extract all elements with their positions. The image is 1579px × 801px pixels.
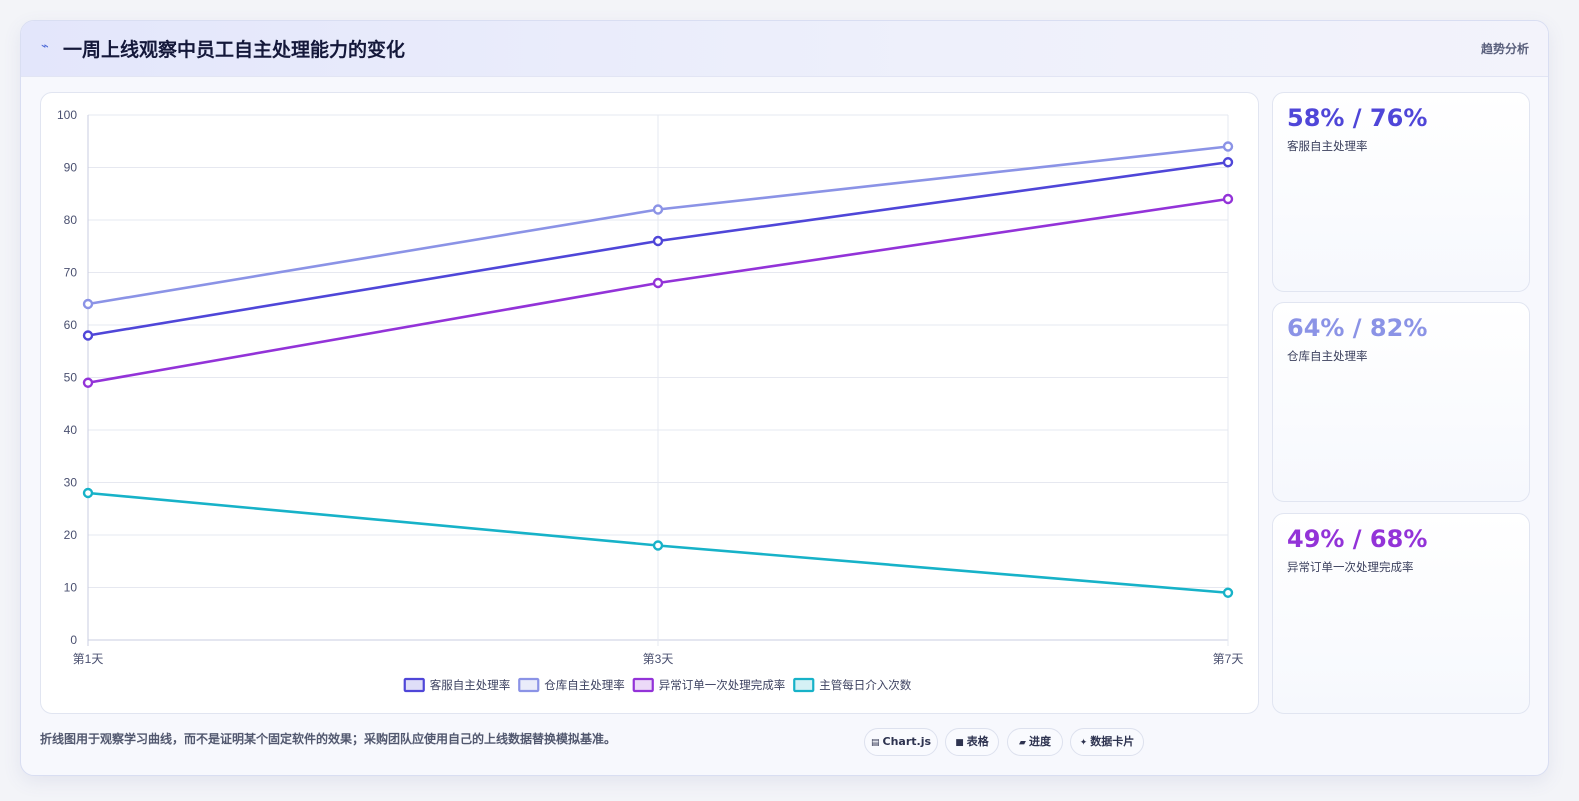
legend-swatch	[403, 677, 425, 693]
trend-analysis-tag: 趋势分析	[1480, 42, 1529, 56]
footnote: 折线图用于观察学习曲线，而不是证明某个固定软件的效果；采购团队应使用自己的上线数…	[40, 732, 617, 746]
y-tick-label: 0	[70, 633, 77, 647]
stat-value: 58% / 76%	[1287, 104, 1428, 132]
stat-value: 49% / 68%	[1287, 525, 1428, 553]
data-point	[1222, 587, 1234, 598]
y-tick-label: 30	[64, 476, 78, 490]
data-point	[652, 204, 664, 215]
y-tick-label: 10	[64, 581, 78, 595]
x-tick-label: 第7天	[1213, 652, 1244, 666]
line-chart-panel: 0 10 20 30 40 50 60 70 80 90 100 第1天 第3天 第7天客服自主处理率 仓库…	[40, 92, 1259, 714]
progress-icon: ▰	[1019, 738, 1026, 748]
legend-label: 主管每日介入次数	[819, 678, 911, 692]
legend-item: 仓库自主处理率	[518, 677, 625, 693]
chip-label: 进度	[1028, 735, 1051, 748]
legend-swatch	[793, 677, 815, 693]
legend-label: 异常订单一次处理完成率	[659, 678, 786, 692]
y-tick-label: 70	[64, 266, 78, 280]
x-tick-label: 第3天	[643, 652, 674, 666]
sparkle-icon: ⌁	[41, 39, 49, 54]
data-point	[1222, 193, 1234, 205]
chart-icon: ▤	[870, 738, 880, 748]
y-tick-label: 100	[57, 108, 77, 122]
chip-chartjs[interactable]: ▤ Chart.js	[864, 728, 938, 756]
y-tick-label: 20	[64, 528, 78, 542]
data-point	[82, 330, 94, 341]
chip-data-card[interactable]: ✦ 数据卡片	[1070, 728, 1144, 756]
legend-item: 异常订单一次处理完成率	[632, 677, 786, 693]
legend-item: 客服自主处理率	[403, 677, 511, 693]
stat-value: 64% / 82%	[1287, 314, 1428, 342]
legend-swatch	[632, 677, 654, 693]
legend-label: 仓库自主处理率	[544, 678, 625, 692]
table-icon: ■	[955, 738, 964, 748]
stat-card-warehouse: 64% / 82% 仓库自主处理率	[1272, 302, 1530, 502]
stat-card-exception: 49% / 68% 异常订单一次处理完成率	[1272, 513, 1530, 714]
y-tick-label: 50	[64, 371, 78, 385]
page-title: 一周上线观察中员工自主处理能力的变化	[63, 39, 406, 61]
data-point	[1222, 141, 1234, 152]
chip-table[interactable]: ■ 表格	[945, 728, 999, 756]
chip-progress[interactable]: ▰ 进度	[1007, 728, 1063, 756]
x-tick-label: 第1天	[73, 652, 104, 666]
data-point	[82, 487, 94, 499]
stat-label: 仓库自主处理率	[1287, 349, 1368, 363]
card-icon: ✦	[1079, 738, 1088, 748]
data-point	[1222, 157, 1234, 168]
y-tick-label: 90	[64, 161, 78, 175]
stat-label: 异常订单一次处理完成率	[1287, 560, 1414, 574]
legend-label: 客服自主处理率	[430, 678, 511, 692]
card-header: ⌁ 一周上线观察中员工自主处理能力的变化 趋势分析	[21, 21, 1548, 77]
chip-label: 数据卡片	[1090, 735, 1135, 748]
y-tick-label: 40	[64, 423, 78, 437]
chip-label: 表格	[966, 735, 989, 748]
y-tick-label: 80	[64, 213, 78, 227]
y-tick-label: 60	[64, 318, 78, 332]
data-point	[652, 540, 664, 551]
chip-label: Chart.js	[882, 735, 932, 748]
data-point	[652, 235, 664, 247]
main-card: ⌁ 一周上线观察中员工自主处理能力的变化 趋势分析 0 10 20 30 40 50 60 7…	[20, 20, 1549, 776]
chart-legend: 客服自主处理率 仓库自主处理率 异常订单一次处理完成率 主管每日介入次数	[403, 677, 912, 693]
data-point	[652, 277, 664, 289]
legend-item: 主管每日介入次数	[793, 677, 912, 693]
stat-card-cs: 58% / 76% 客服自主处理率	[1272, 92, 1530, 292]
data-point	[82, 377, 94, 388]
legend-swatch	[518, 677, 540, 693]
stat-label: 客服自主处理率	[1287, 139, 1368, 153]
data-point	[82, 298, 94, 310]
